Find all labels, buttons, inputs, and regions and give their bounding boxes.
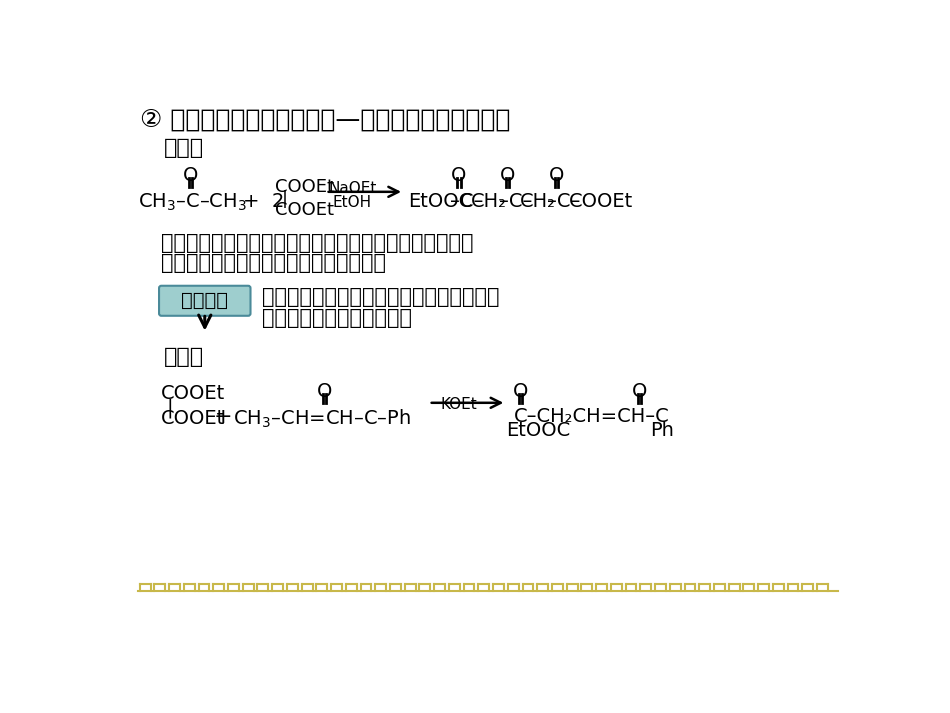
Text: COOEt: COOEt <box>276 201 334 219</box>
Text: ② 两分子酵和一分子鉖反应—适应于丙鉖和环戚鉖。: ② 两分子酵和一分子鉖反应—适应于丙鉖和环戚鉖。 <box>141 107 511 131</box>
Text: 同的条件下反应，也可得到不同的产物。: 同的条件下反应，也可得到不同的产物。 <box>162 253 387 273</box>
Text: NaOEt: NaOEt <box>329 181 377 196</box>
Text: O: O <box>500 166 516 185</box>
Text: 插烯规律: 插烯规律 <box>181 292 228 310</box>
Text: 在甲基和罰基之间被一个或多个共轭的双键: 在甲基和罰基之间被一个或多个共轭的双键 <box>262 287 500 307</box>
Text: O: O <box>632 382 647 401</box>
Text: Ph: Ph <box>651 421 674 441</box>
Text: CH$_3$–CH=CH–C–Ph: CH$_3$–CH=CH–C–Ph <box>234 407 411 430</box>
Text: |: | <box>167 398 174 418</box>
Text: 隔开时，甲基的活性不变。: 隔开时，甲基的活性不变。 <box>262 308 412 328</box>
FancyBboxPatch shape <box>159 286 251 316</box>
Text: COOEt: COOEt <box>276 178 334 196</box>
Text: O: O <box>451 166 466 185</box>
Text: –C–: –C– <box>547 192 580 211</box>
Text: –C–: –C– <box>499 192 532 211</box>
Text: CH$_3$–C–CH$_3$: CH$_3$–C–CH$_3$ <box>138 192 247 213</box>
Text: EtOH: EtOH <box>332 195 371 210</box>
Text: 此例说明：同样的原料，由于分子摩尔比不同，即使在相: 此例说明：同样的原料，由于分子摩尔比不同，即使在相 <box>162 233 474 253</box>
Text: 例如：: 例如： <box>163 138 204 158</box>
Text: O: O <box>317 382 332 401</box>
Text: COOEt: COOEt <box>569 192 634 211</box>
Text: –C–: –C– <box>449 192 483 211</box>
Text: EtOOC: EtOOC <box>506 421 571 441</box>
Text: EtOOC: EtOOC <box>408 192 473 211</box>
Text: +  2: + 2 <box>243 192 284 211</box>
Text: |: | <box>281 190 288 208</box>
Text: O: O <box>183 166 199 185</box>
Text: KOEt: KOEt <box>441 396 477 411</box>
Text: O: O <box>549 166 564 185</box>
Text: O: O <box>512 382 528 401</box>
Text: COOEt: COOEt <box>162 409 226 428</box>
Text: +: + <box>214 407 232 427</box>
Text: CH₂: CH₂ <box>471 192 507 211</box>
Text: 例如：: 例如： <box>163 347 204 367</box>
Text: C–CH₂CH=CH–C: C–CH₂CH=CH–C <box>514 407 670 426</box>
Text: COOEt: COOEt <box>162 384 226 404</box>
Text: CH₂: CH₂ <box>521 192 556 211</box>
